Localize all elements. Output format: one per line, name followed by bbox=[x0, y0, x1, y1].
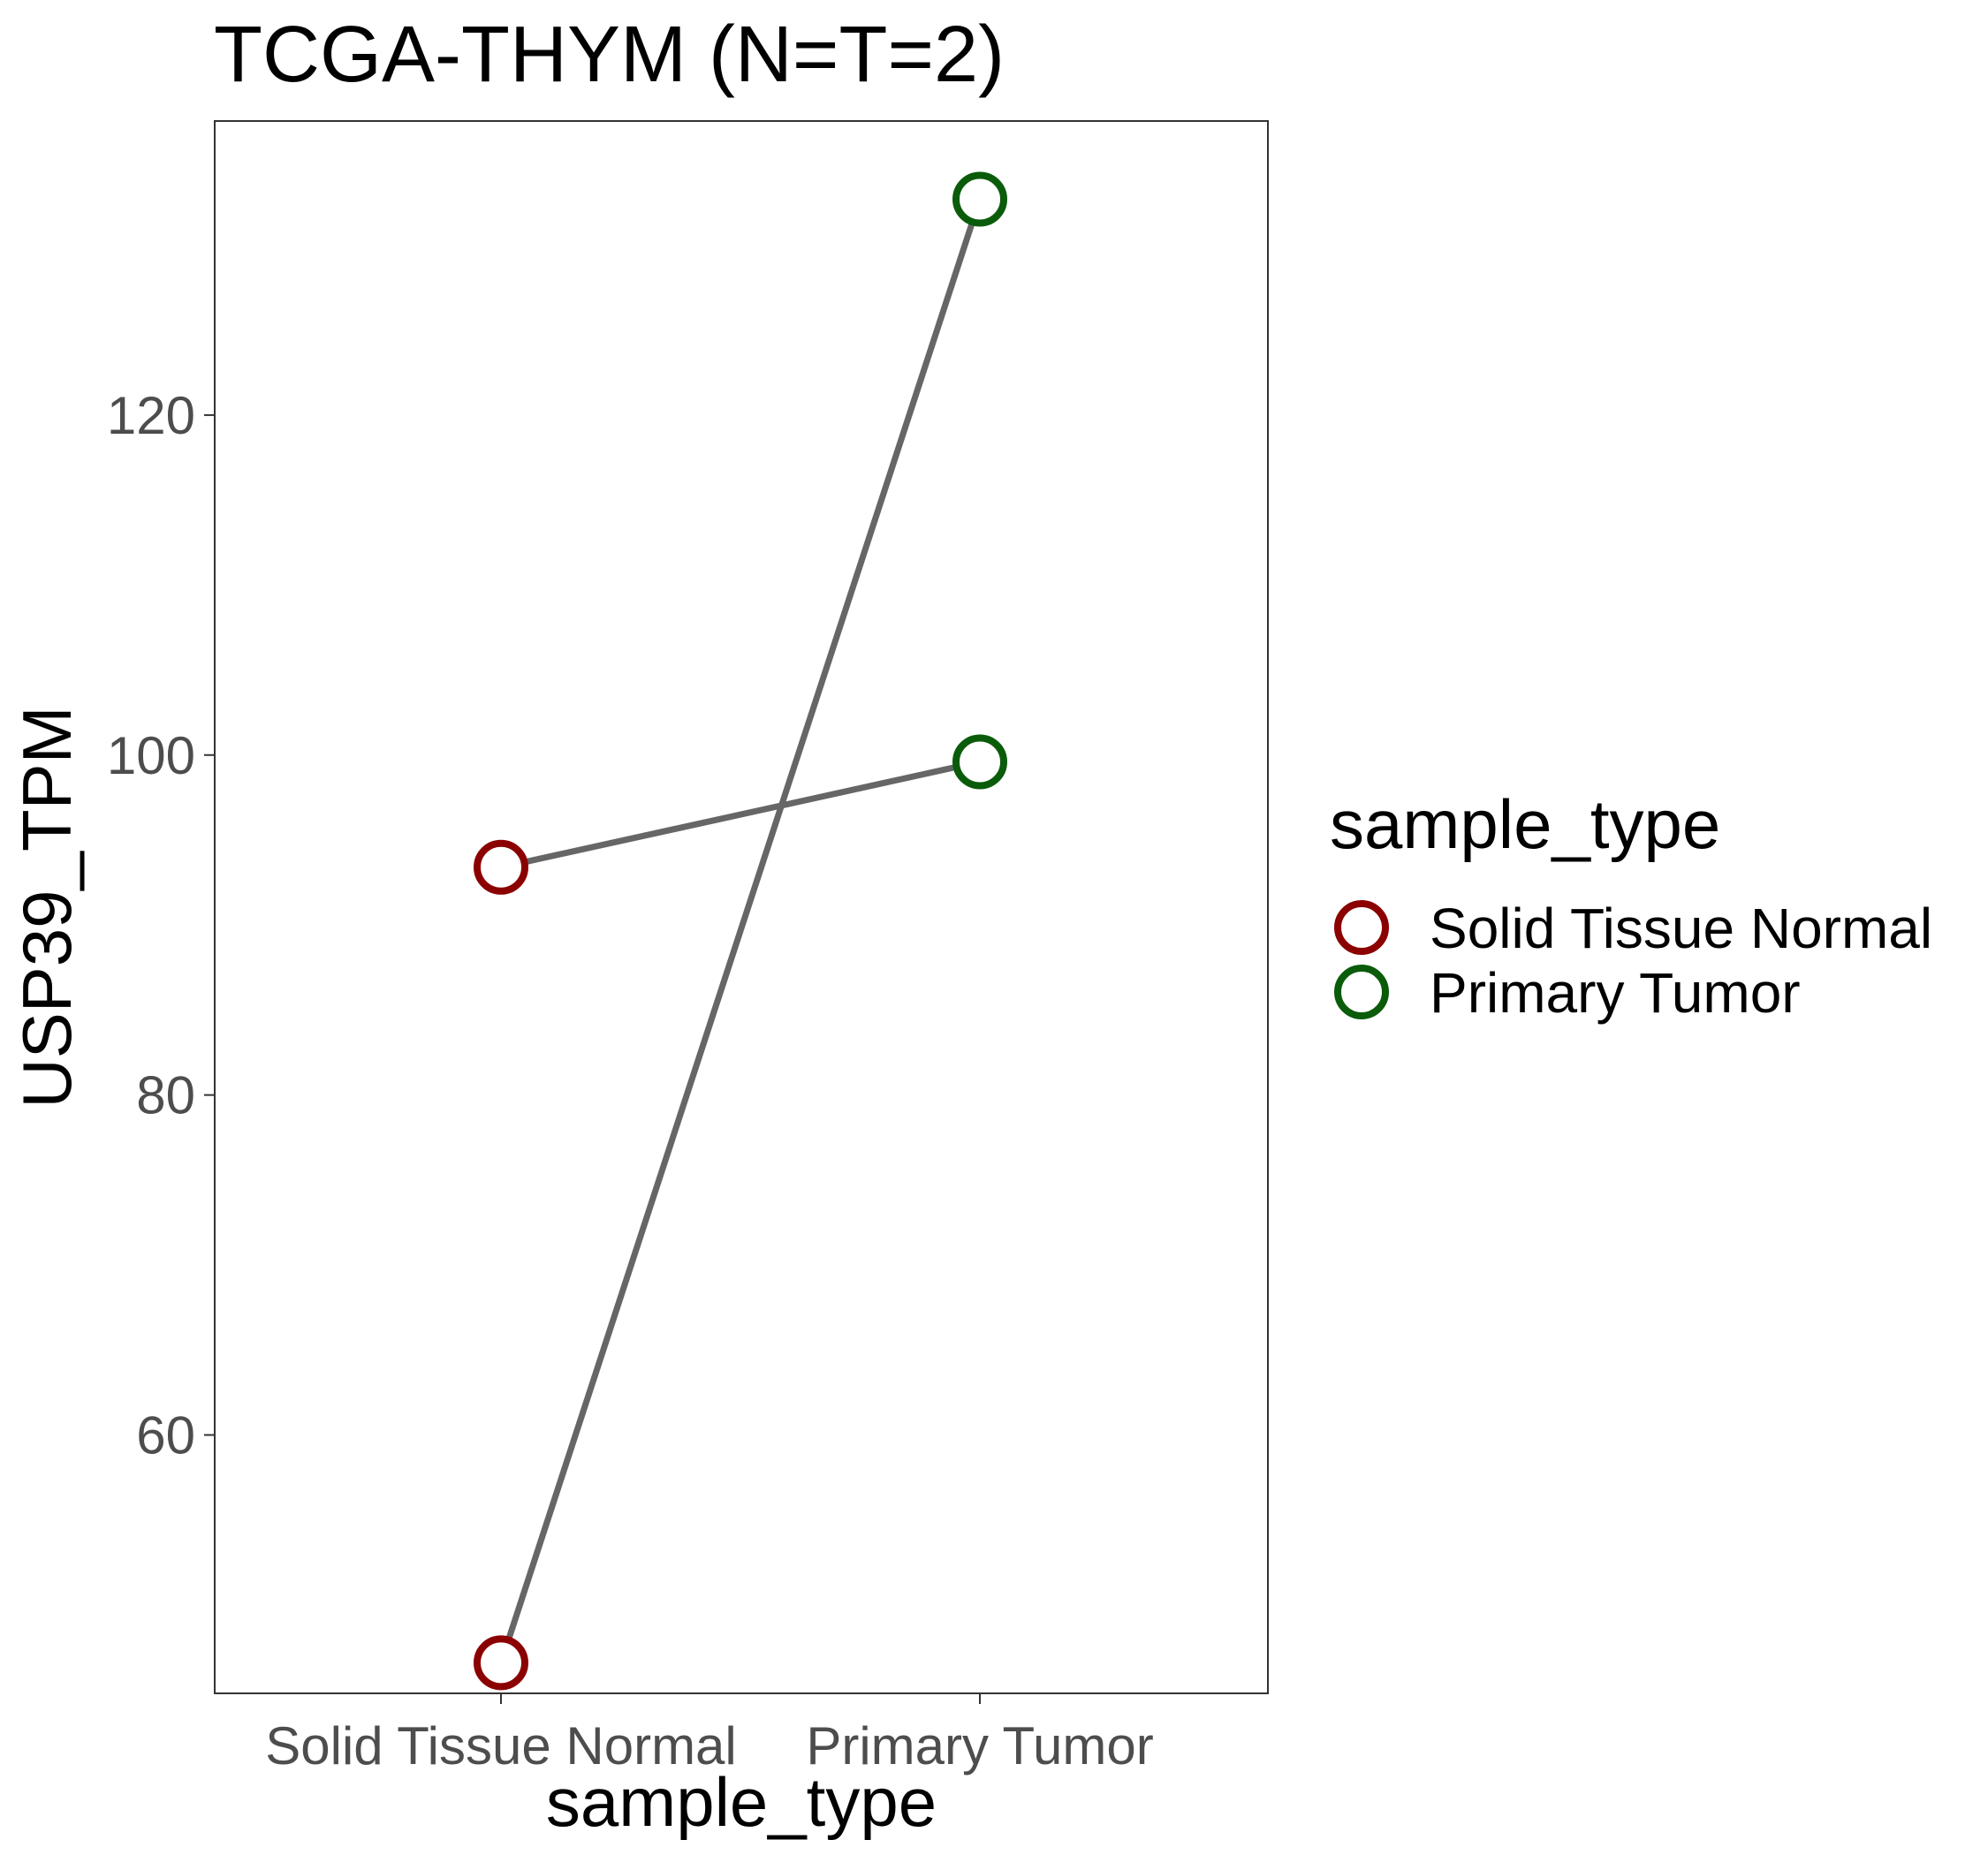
data-points bbox=[474, 171, 1007, 1691]
y-axis-title: USP39_TPM bbox=[8, 706, 86, 1108]
x-tick-label: Primary Tumor bbox=[806, 1716, 1153, 1776]
pair-lines bbox=[497, 198, 983, 1664]
legend-key-solid-tissue-normal bbox=[1334, 900, 1389, 955]
y-tick-label: 60 bbox=[136, 1406, 195, 1465]
y-axis: 60 80 100 120 bbox=[107, 386, 215, 1465]
x-tick-label: Solid Tissue Normal bbox=[265, 1716, 737, 1776]
pair-line bbox=[500, 759, 981, 871]
x-axis: Solid Tissue Normal Primary Tumor bbox=[265, 1693, 1154, 1776]
legend-key-primary-tumor bbox=[1334, 965, 1389, 1019]
y-tick-label: 120 bbox=[107, 386, 195, 445]
point-primary-tumor bbox=[952, 734, 1007, 790]
point-solid-tissue-normal bbox=[474, 839, 528, 895]
plot-panel bbox=[214, 120, 1269, 1694]
point-primary-tumor bbox=[952, 171, 1007, 227]
chart-title: TCGA-THYM (N=T=2) bbox=[214, 11, 1005, 99]
legend-label-solid-tissue-normal: Solid Tissue Normal bbox=[1430, 897, 1932, 960]
pair-line bbox=[497, 198, 983, 1664]
legend-label-primary-tumor: Primary Tumor bbox=[1430, 961, 1801, 1025]
y-tick-label: 100 bbox=[107, 726, 195, 785]
point-solid-tissue-normal bbox=[474, 1635, 528, 1691]
y-tick-label: 80 bbox=[136, 1066, 195, 1125]
x-axis-title: sample_type bbox=[546, 1763, 937, 1841]
legend-title: sample_type bbox=[1330, 785, 1720, 863]
legend: sample_type Solid Tissue Normal Primary … bbox=[1330, 785, 1932, 1025]
